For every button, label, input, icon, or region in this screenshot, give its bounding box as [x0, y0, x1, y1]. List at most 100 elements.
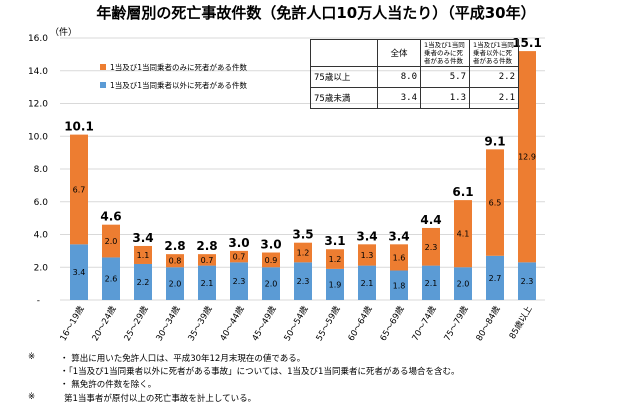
bar-segment	[358, 244, 376, 266]
note-line: ・ 無免許の件数を除く。	[60, 380, 157, 390]
y-tick-label: 12.0	[28, 100, 48, 110]
data-label: 3.4	[73, 268, 86, 277]
legend-swatch	[100, 82, 106, 88]
bar-segment	[102, 224, 120, 258]
table-header: 全体	[377, 39, 421, 67]
y-tick-label: 4.0	[34, 231, 49, 241]
bar-segment	[262, 267, 280, 300]
total-label: 3.4	[132, 231, 153, 245]
data-label: 1.1	[137, 251, 150, 260]
bar-segment	[230, 250, 248, 263]
bar-segment	[358, 265, 376, 300]
x-tick-label: 60～64歳	[346, 304, 375, 343]
y-tick-label: 2.0	[34, 263, 49, 273]
data-label: 2.3	[521, 277, 534, 286]
total-label: 3.0	[260, 238, 281, 252]
table-cell: 2.1	[469, 87, 519, 109]
table-cell: 5.7	[420, 66, 470, 88]
bar-segment	[70, 134, 88, 245]
bar-segment	[422, 265, 440, 300]
bar-segment	[198, 265, 216, 300]
note-mark: ※	[28, 392, 36, 402]
data-label: 6.5	[489, 199, 502, 208]
bar-segment	[454, 200, 472, 268]
table-cell: 2.2	[469, 66, 519, 88]
data-label: 1.3	[361, 251, 374, 260]
data-label: 2.7	[489, 274, 502, 283]
x-tick-label: 30～34歳	[154, 304, 183, 343]
bar-segment	[134, 263, 152, 300]
x-tick-label: 35～39歳	[186, 304, 215, 343]
data-label: 2.3	[297, 277, 310, 286]
total-label: 2.8	[164, 239, 185, 253]
x-tick-label: 40～44歳	[218, 304, 247, 343]
data-label: 2.0	[457, 280, 470, 289]
total-label: 3.4	[388, 229, 409, 243]
bar-segment	[390, 270, 408, 300]
bar-segment	[166, 254, 184, 268]
total-label: 3.5	[292, 228, 313, 242]
legend-label: 1当及び1当同乗者のみに死者がある件数	[110, 62, 248, 72]
data-label: 2.6	[105, 275, 118, 284]
total-label: 4.4	[420, 213, 441, 227]
note-line: ・「1当及び1当同乗者以外に死者がある事故」については、1当及び1当同乗者に死者…	[60, 367, 460, 377]
data-label: 2.1	[425, 279, 438, 288]
bar-segment	[454, 267, 472, 300]
x-tick-label: 16～19歳	[58, 304, 87, 343]
data-label: 1.2	[329, 255, 342, 264]
total-label: 3.0	[228, 236, 249, 250]
table-cell: 1.3	[420, 87, 470, 109]
data-label: 0.7	[233, 253, 246, 262]
y-tick-label: 16.0	[28, 34, 48, 44]
bar-segment	[326, 268, 344, 300]
y-tick-label: 8.0	[34, 165, 49, 175]
data-label: 2.1	[201, 279, 214, 288]
legend-swatch	[100, 64, 106, 70]
x-tick-label: 50～54歳	[282, 304, 311, 343]
chart-title: 年齢層別の死亡事故件数（免許人口10万人当たり）（平成30年）	[96, 4, 536, 22]
bar-segment	[230, 262, 248, 300]
x-tick-label: 85歳以上	[507, 304, 535, 341]
data-label: 1.8	[393, 281, 406, 290]
total-label: 4.6	[100, 210, 121, 224]
data-label: 2.0	[169, 280, 182, 289]
bar-segment	[294, 262, 312, 300]
data-label: 2.3	[233, 277, 246, 286]
bar-segment	[422, 227, 440, 266]
bar-segment	[102, 257, 120, 300]
data-label: 2.3	[425, 243, 438, 252]
table-cell: 3.4	[377, 87, 421, 109]
bar-segment	[262, 252, 280, 268]
table-header-row: 全体 1当及び1当同乗者のみに死者がある件数 1当及び1当同乗者以外に死者がある…	[310, 39, 519, 67]
table-cell: 8.0	[377, 66, 421, 88]
y-tick-label: 14.0	[28, 67, 48, 77]
total-label: 9.1	[484, 134, 505, 148]
legend-label: 1当及び1当同乗者以外に死者がある件数	[110, 80, 248, 90]
y-tick-label: -	[37, 296, 40, 306]
y-tick-label: 10.0	[28, 132, 48, 142]
total-label: 3.1	[324, 234, 345, 248]
note-line: ・ 算出に用いた免許人口は、平成30年12月末現在の値である。	[60, 354, 306, 364]
data-label: 2.2	[137, 278, 150, 287]
bar-segment	[486, 149, 504, 256]
note-line: 第1当事者が原付以上の死亡事故を計上している。	[64, 394, 257, 404]
data-label: 0.8	[169, 257, 182, 266]
data-label: 6.7	[73, 185, 86, 194]
x-tick-label: 75～79歳	[442, 304, 471, 343]
data-label: 0.9	[265, 256, 278, 265]
x-tick-label: 20～24歳	[90, 304, 119, 343]
y-tick-label: 6.0	[34, 198, 49, 208]
stacked-bar-chart: - 2.0 4.0 6.0 8.0 10.0 12.0 14.0 16.0（件） 3.4 6.7 10…	[28, 26, 545, 343]
bar-segment	[326, 249, 344, 269]
table-cell: 75歳未満	[310, 87, 378, 109]
bar-segment	[166, 267, 184, 300]
summary-table: 全体 1当及び1当同乗者のみに死者がある件数 1当及び1当同乗者以外に死者がある…	[310, 39, 519, 109]
x-tick-label: 65～69歳	[378, 304, 407, 343]
bar-segment	[486, 255, 504, 300]
x-tick-label: 55～59歳	[314, 304, 343, 343]
data-label: 2.1	[361, 279, 374, 288]
table-row: 75歳未満 3.4 1.3 2.1	[310, 87, 519, 109]
y-axis-label: （件）	[50, 26, 77, 38]
data-label: 1.2	[297, 249, 310, 258]
x-tick-label: 80～84歳	[474, 304, 503, 343]
